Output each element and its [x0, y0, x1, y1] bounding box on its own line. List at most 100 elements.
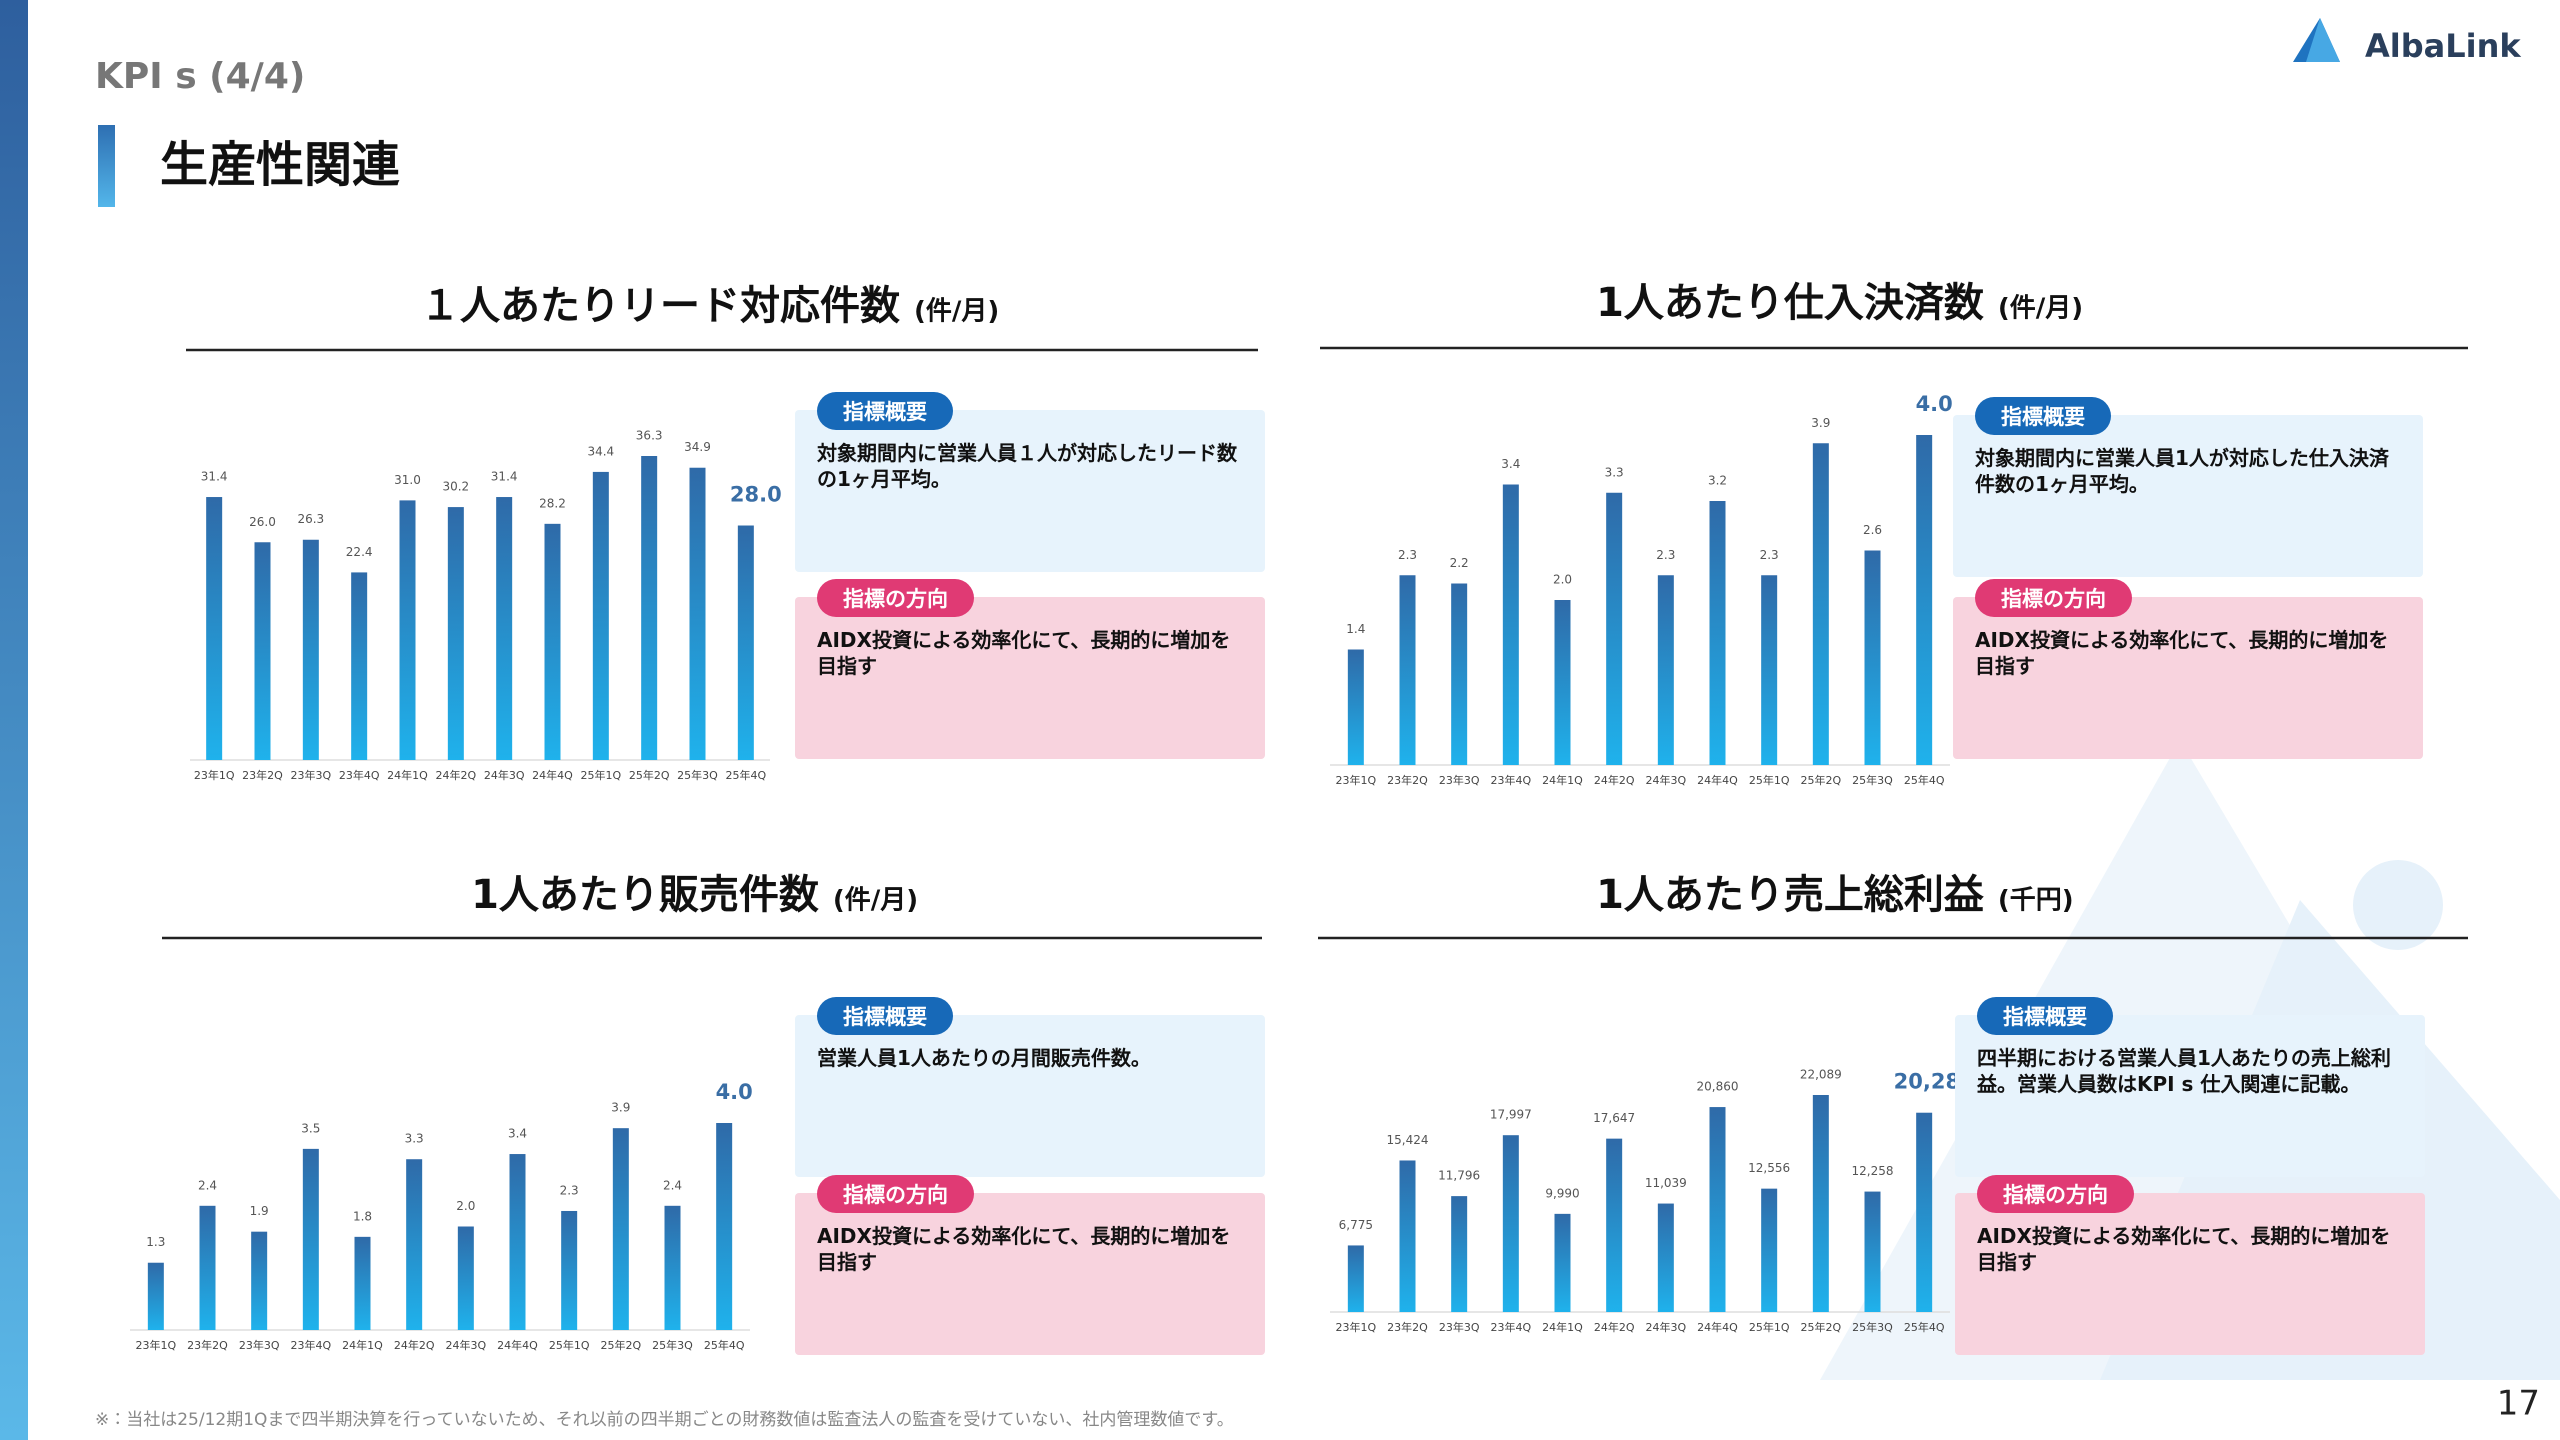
chart-title: 1人あたり仕入決済数 [1596, 280, 1984, 326]
value-label: 20,860 [1697, 1080, 1739, 1094]
bar [1347, 1245, 1364, 1312]
x-tick-label: 24年2Q [436, 768, 477, 782]
x-tick-label: 24年3Q [1646, 1320, 1687, 1334]
x-tick-label: 25年3Q [1852, 1320, 1893, 1334]
direction-text: AIDX投資による効率化にて、長期的に増加を目指す [1975, 628, 2389, 678]
value-label: 6,775 [1339, 1218, 1373, 1232]
value-label: 2.2 [1450, 556, 1469, 570]
bar [206, 497, 223, 760]
x-tick-label: 25年4Q [704, 1338, 745, 1352]
x-tick-label: 23年2Q [1387, 773, 1428, 787]
direction-box: 指標の方向 AIDX投資による効率化にて、長期的に増加を目指す [1953, 579, 2423, 759]
value-label: 15,424 [1387, 1133, 1429, 1147]
x-tick-label: 24年2Q [394, 1338, 435, 1352]
bar [1502, 1135, 1519, 1312]
value-label: 31.0 [394, 473, 421, 487]
chart-unit: (千円) [1998, 886, 2074, 916]
bar [1761, 575, 1778, 765]
x-tick-label: 23年2Q [187, 1338, 228, 1352]
value-label: 1.8 [353, 1209, 372, 1223]
x-tick-label: 24年3Q [446, 1338, 487, 1352]
bar [689, 467, 706, 760]
summary-tag: 指標概要 [817, 997, 953, 1035]
x-tick-label: 24年1Q [387, 768, 428, 782]
value-label: 17,997 [1490, 1108, 1532, 1122]
value-label: 3.9 [611, 1101, 630, 1115]
x-tick-label: 25年1Q [581, 768, 622, 782]
page-title: 生産性関連 [160, 137, 400, 193]
x-tick-label: 23年3Q [1439, 1320, 1480, 1334]
chart-title: １人あたりリード対応件数 [420, 283, 900, 329]
value-label: 30.2 [442, 480, 469, 494]
bar [199, 1205, 216, 1330]
bar [716, 1123, 733, 1330]
x-tick-label: 23年4Q [291, 1338, 332, 1352]
x-tick-label: 25年2Q [1801, 1320, 1842, 1334]
direction-box: 指標の方向 AIDX投資による効率化にて、長期的に増加を目指す [1955, 1175, 2425, 1355]
bar [1812, 1095, 1829, 1312]
x-tick-label: 24年2Q [1594, 773, 1635, 787]
bar [612, 1128, 629, 1330]
x-tick-label: 23年3Q [1439, 773, 1480, 787]
x-tick-label: 24年4Q [1697, 1320, 1738, 1334]
bar [457, 1226, 474, 1330]
value-label: 3.2 [1708, 474, 1727, 488]
value-label: 2.3 [1656, 548, 1675, 562]
x-tick-label: 23年1Q [136, 1338, 177, 1352]
x-tick-label: 25年1Q [1749, 773, 1790, 787]
value-label: 3.9 [1811, 416, 1830, 430]
x-tick-label: 23年1Q [194, 768, 235, 782]
summary-box: 指標概要 四半期における営業人員1人あたりの売上総利益。営業人員数はKPI s 仕… [1955, 997, 2425, 1177]
x-tick-label: 24年2Q [1594, 1320, 1635, 1334]
bar [251, 1231, 268, 1330]
footnote: ※：当社は25/12期1Qまで四半期決算を行っていないため、それ以前の四半期ごと… [95, 1410, 1234, 1430]
value-label: 2.3 [560, 1183, 579, 1197]
summary-box: 指標概要 対象期間内に営業人員１人が対応したリード数の1ヶ月平均。 [795, 392, 1265, 572]
bar [1916, 435, 1933, 765]
direction-text: AIDX投資による効率化にて、長期的に増加を目指す [817, 1224, 1231, 1274]
bar [254, 542, 271, 760]
value-label: 2.3 [1398, 548, 1417, 562]
x-tick-label: 25年4Q [1904, 773, 1945, 787]
value-label: 4.0 [716, 1080, 753, 1104]
x-tick-label: 25年3Q [652, 1338, 693, 1352]
bar [496, 497, 513, 760]
value-label: 11,039 [1645, 1176, 1687, 1190]
bar [641, 456, 658, 760]
value-label: 31.4 [491, 470, 518, 484]
decor [2353, 860, 2443, 950]
summary-tag: 指標概要 [1977, 997, 2113, 1035]
bar [1399, 1160, 1416, 1312]
direction-text: AIDX投資による効率化にて、長期的に増加を目指す [1977, 1224, 2391, 1274]
bar [1606, 1138, 1623, 1312]
logo: AlbaLink [2365, 27, 2521, 65]
x-tick-label: 23年4Q [1491, 1320, 1532, 1334]
x-tick-label: 25年2Q [1801, 773, 1842, 787]
value-label: 2.4 [198, 1178, 217, 1192]
summary-text: 対象期間内に営業人員１人が対応したリード数の1ヶ月平均。 [817, 441, 1237, 491]
bar [1606, 492, 1623, 765]
x-tick-label: 24年1Q [1542, 1320, 1583, 1334]
bar [1502, 484, 1519, 765]
value-label: 4.0 [1916, 392, 1953, 416]
x-tick-label: 24年1Q [1542, 773, 1583, 787]
bar [1864, 550, 1881, 765]
summary-box: 指標概要営業人員1人あたりの月間販売件数。 [795, 997, 1265, 1177]
value-label: 2.0 [1553, 573, 1572, 587]
direction-box: 指標の方向 AIDX投資による効率化にて、長期的に増加を目指す [795, 1175, 1265, 1355]
bar [1451, 583, 1468, 765]
bar [1812, 443, 1829, 765]
x-tick-label: 25年3Q [1852, 773, 1893, 787]
x-tick-label: 25年1Q [1749, 1320, 1790, 1334]
x-tick-label: 24年4Q [497, 1338, 538, 1352]
value-label: 3.3 [405, 1132, 424, 1146]
summary-box: 指標概要 対象期間内に営業人員1人が対応した仕入決済件数の1ヶ月平均。 [1953, 397, 2423, 577]
value-label: 12,556 [1748, 1161, 1790, 1175]
value-label: 2.3 [1760, 548, 1779, 562]
bar [406, 1159, 423, 1330]
summary-text: 営業人員1人あたりの月間販売件数。 [817, 1046, 1151, 1070]
value-label: 28.0 [730, 483, 782, 507]
direction-tag: 指標の方向 [817, 1175, 974, 1213]
bar [447, 507, 464, 760]
